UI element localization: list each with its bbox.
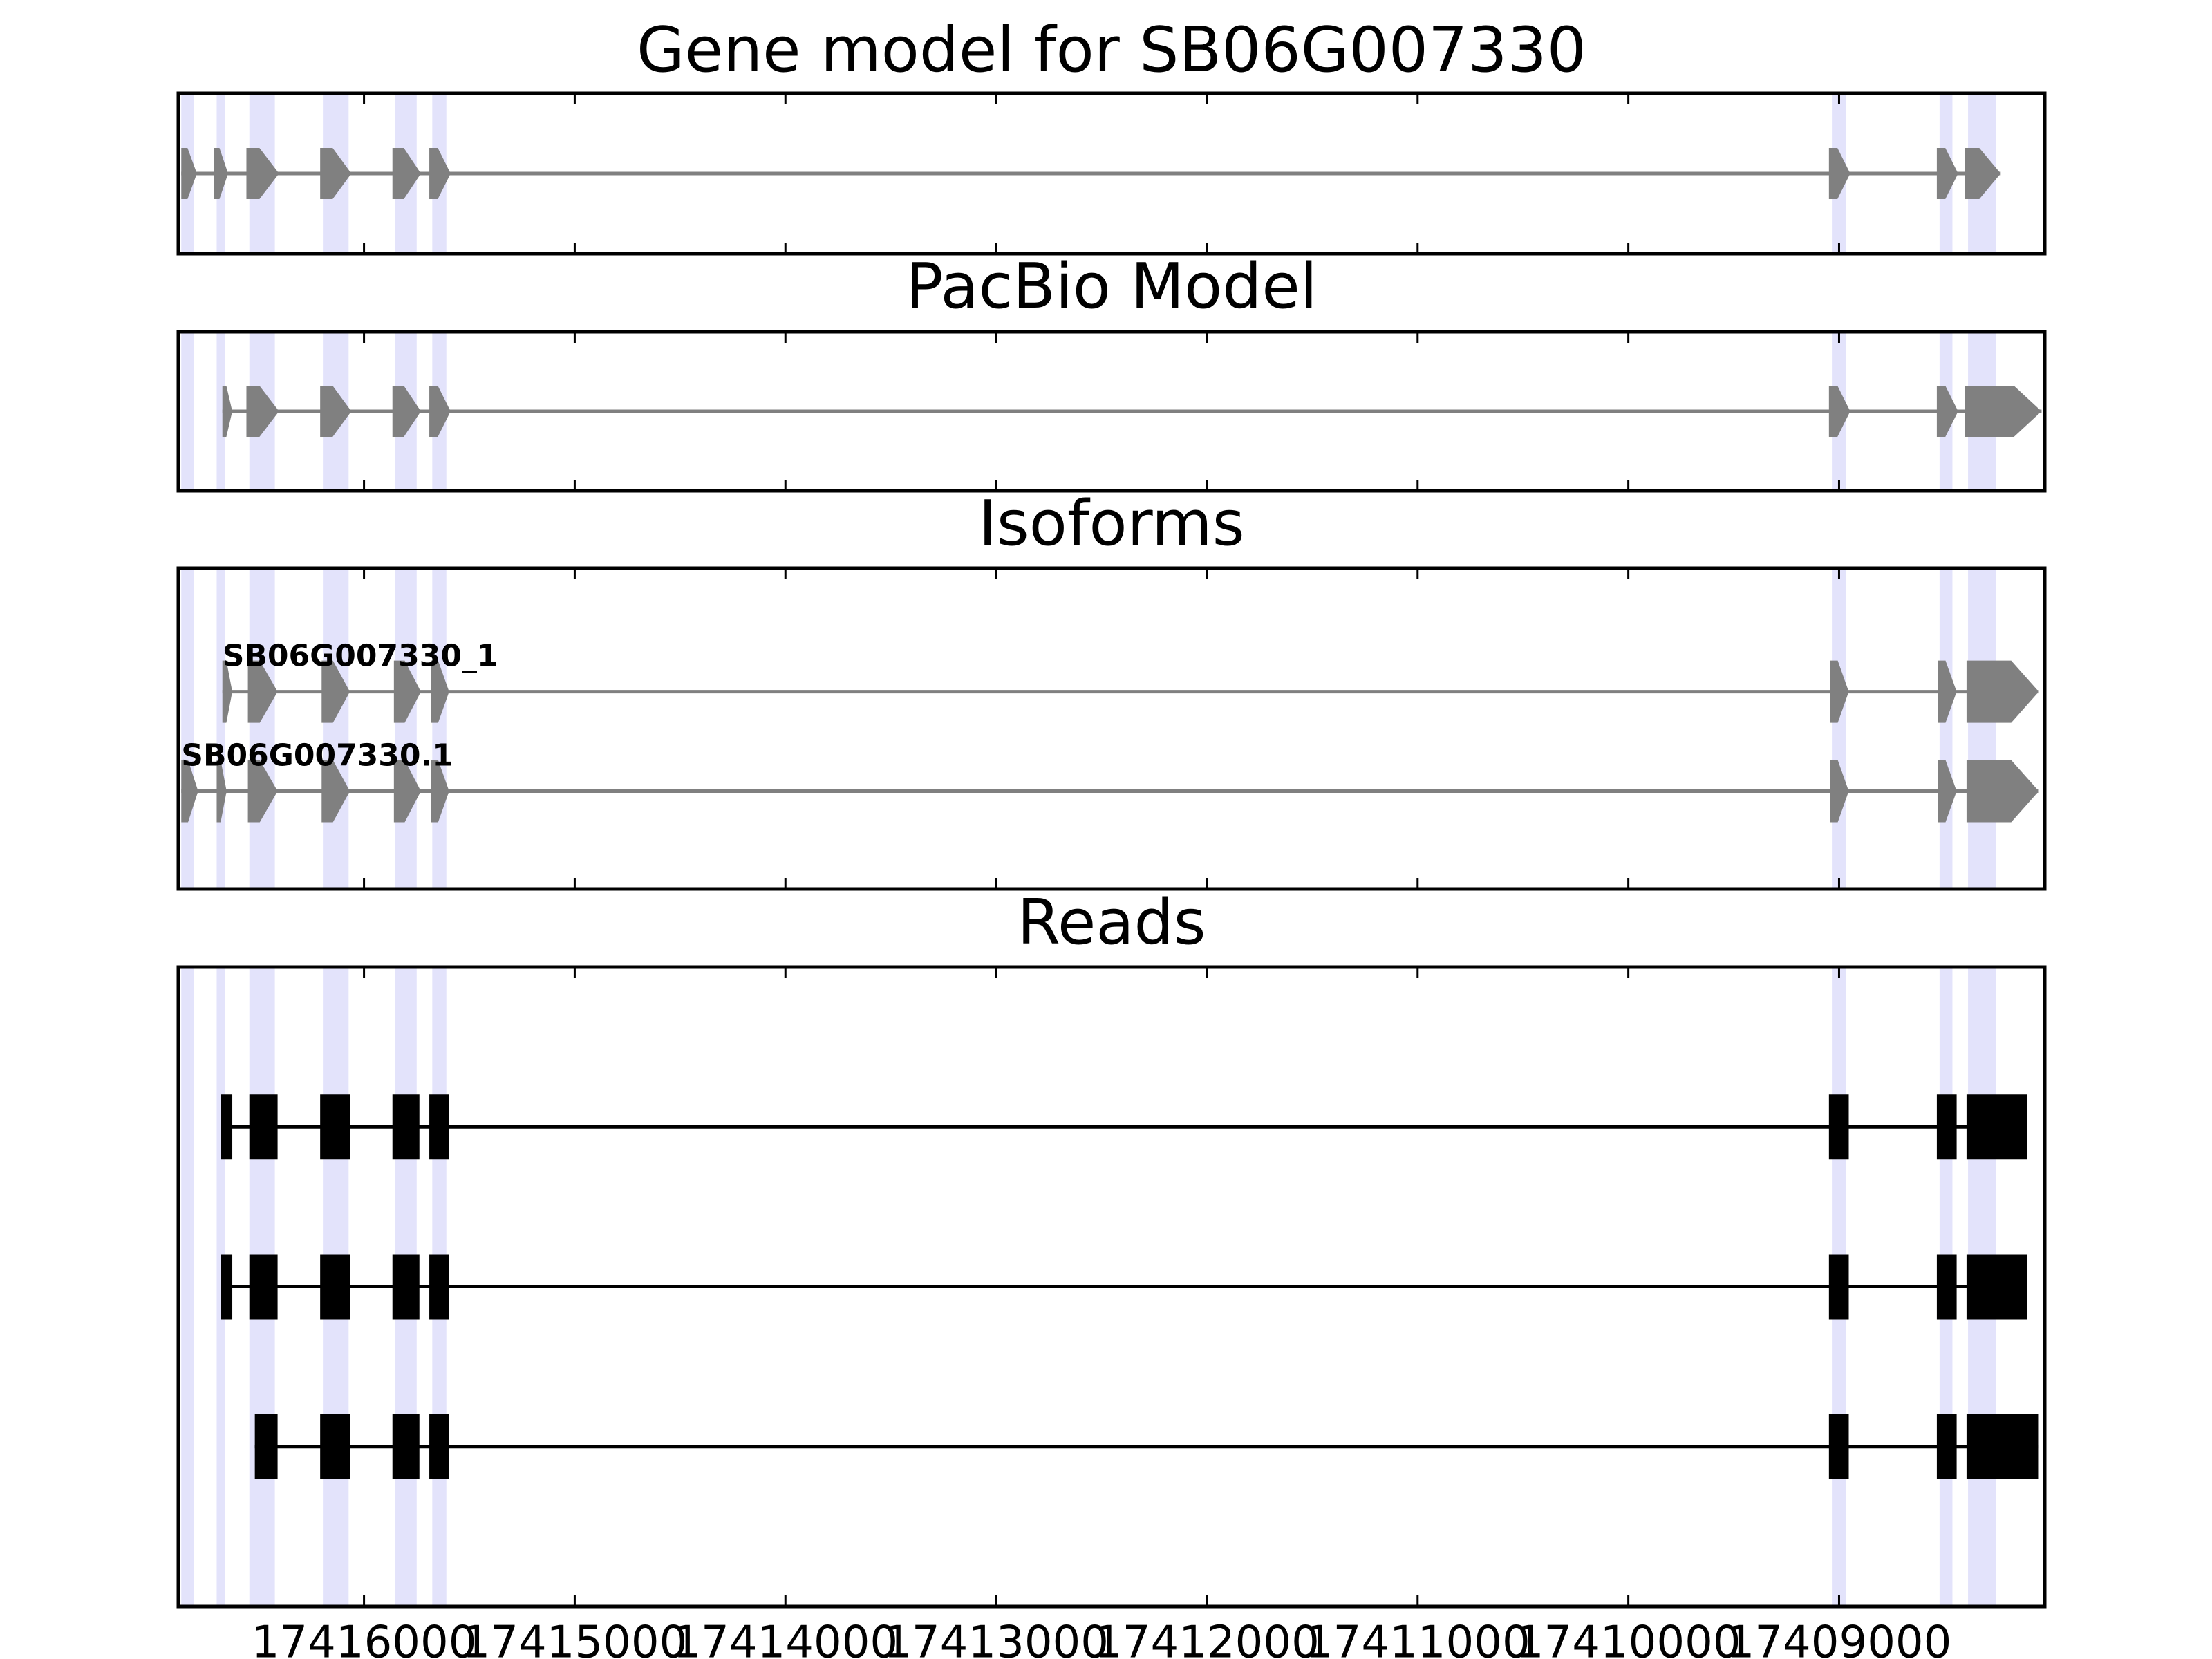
exon: [320, 1414, 350, 1479]
highlight-band: [1968, 568, 1996, 889]
exon: [221, 1094, 233, 1160]
exon: [1936, 1094, 1957, 1160]
exon: [431, 760, 449, 823]
highlight-band: [216, 332, 225, 491]
exon: [392, 1414, 420, 1479]
panel-frame: [176, 965, 2047, 1609]
exon: [320, 386, 352, 437]
exon: [1938, 760, 1957, 823]
exon: [392, 148, 421, 199]
exon: [429, 1254, 449, 1320]
highlight-band: [181, 332, 194, 491]
exon: [321, 760, 350, 823]
x-tick-label: 17410000: [1516, 1618, 1741, 1659]
exon: [429, 1414, 449, 1479]
panel-frame: [176, 91, 2047, 256]
panel-frame: [176, 330, 2047, 493]
x-tick-label: 17415000: [462, 1618, 688, 1659]
highlight-band: [181, 568, 194, 889]
panel-title: Gene model for SB06G007330: [637, 14, 1586, 86]
exon: [429, 148, 451, 199]
exon: [247, 760, 278, 823]
exon: [1938, 660, 1957, 723]
highlight-band: [249, 568, 275, 889]
exon: [320, 1254, 350, 1320]
exon: [320, 148, 352, 199]
x-tick-label: 17412000: [1094, 1618, 1320, 1659]
exon: [321, 660, 350, 723]
x-tick-label: 17413000: [883, 1618, 1109, 1659]
isoform-label: SB06G007330_1: [223, 639, 498, 674]
panel-title: Reads: [1017, 886, 1206, 959]
panel-title: Isoforms: [978, 487, 1244, 560]
exon: [249, 1254, 278, 1320]
exon: [222, 386, 233, 437]
exon: [1936, 1254, 1957, 1320]
exon: [393, 760, 421, 823]
panel-title: PacBio Model: [906, 250, 1318, 323]
exon: [1830, 660, 1849, 723]
exon: [1965, 386, 2042, 437]
highlight-band: [395, 568, 417, 889]
exon: [429, 386, 451, 437]
exon: [214, 148, 228, 199]
exon: [1966, 660, 2039, 723]
exon: [221, 1254, 233, 1320]
exon: [216, 760, 227, 823]
highlight-band: [323, 568, 349, 889]
exon: [181, 148, 197, 199]
exon: [1966, 1094, 2028, 1160]
x-tick-label: 17416000: [252, 1618, 477, 1659]
exon: [320, 1094, 350, 1160]
exon: [181, 760, 198, 823]
x-tick-label: 17414000: [673, 1618, 898, 1659]
exon: [246, 386, 279, 437]
exon: [1830, 760, 1849, 823]
exon: [392, 1254, 420, 1320]
exon: [1936, 1414, 1957, 1479]
isoform-label: SB06G007330.1: [181, 738, 453, 773]
exon: [393, 660, 421, 723]
exon: [1828, 1094, 1849, 1160]
highlight-band: [1832, 568, 1846, 889]
exon: [392, 386, 421, 437]
exon: [1828, 148, 1850, 199]
exon: [1828, 1414, 1849, 1479]
exon: [431, 660, 449, 723]
exon: [1965, 148, 2001, 199]
exon: [1966, 1414, 2039, 1479]
exon: [246, 148, 279, 199]
exon: [392, 1094, 420, 1160]
exon: [1828, 1254, 1849, 1320]
exon: [1966, 760, 2039, 823]
exon: [1936, 386, 1958, 437]
exon: [249, 1094, 278, 1160]
highlight-band: [181, 967, 194, 1606]
panel-frame: [176, 566, 2047, 891]
exon: [222, 660, 233, 723]
exon: [429, 1094, 449, 1160]
highlight-band: [216, 568, 225, 889]
x-tick-label: 17411000: [1305, 1618, 1530, 1659]
exon: [254, 1414, 278, 1479]
highlight-band: [432, 568, 447, 889]
highlight-band: [1939, 568, 1953, 889]
exon: [247, 660, 278, 723]
exon: [1966, 1254, 2028, 1320]
exon: [1828, 386, 1850, 437]
exon: [1936, 148, 1958, 199]
x-tick-label: 17409000: [1727, 1618, 1952, 1659]
